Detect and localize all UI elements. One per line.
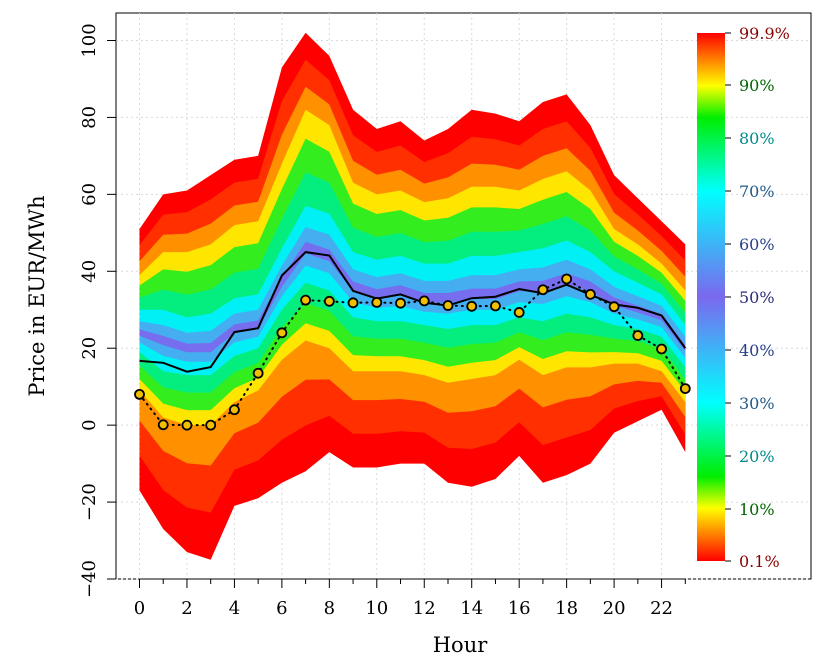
colorbar-label-2: 80%: [739, 129, 775, 148]
colorbar-label-0: 99.9%: [739, 24, 790, 43]
y-tick-label-7: 100: [79, 23, 100, 57]
data-point-20: [608, 301, 620, 313]
data-point-15: [490, 300, 501, 312]
x-tick-label-22: 22: [650, 598, 673, 619]
x-tick-label-6: 6: [276, 598, 287, 619]
x-tick-label-16: 16: [508, 598, 531, 619]
x-tick-label-2: 2: [181, 598, 192, 619]
x-tick-label-20: 20: [603, 598, 626, 619]
data-point-10: [371, 297, 383, 308]
data-point-23: [679, 383, 691, 395]
data-point-18: [561, 273, 573, 285]
colorbar-ticks: 99.9% 90% 80% 70% 60% 50% 40% 30% 20% 10% 0.1%: [725, 24, 790, 571]
quantile-fan: [139, 32, 686, 560]
data-point-2: [181, 419, 193, 431]
y-axis-title: Price in EUR/MWh: [25, 195, 49, 396]
x-tick-label-8: 8: [324, 598, 335, 619]
colorbar-label-9: 10%: [739, 500, 775, 519]
data-point-12: [418, 295, 430, 307]
data-point-5: [252, 367, 264, 379]
data-point-17: [537, 284, 549, 296]
x-axis-title: Hour: [433, 633, 488, 657]
data-point-6: [276, 327, 288, 339]
data-point-7: [300, 294, 312, 306]
data-point-22: [656, 343, 667, 355]
colorbar-label-7: 30%: [739, 394, 775, 413]
colorbar-label-8: 20%: [739, 447, 775, 466]
series-points: [134, 273, 691, 431]
data-point-0: [134, 388, 145, 400]
colorbar-label-5: 50%: [739, 288, 775, 307]
y-tick-label-0: −40: [79, 560, 100, 598]
colorbar-label-4: 60%: [739, 235, 775, 254]
fan-band-7: [139, 241, 686, 353]
colorbar-label-3: 70%: [739, 182, 775, 201]
data-point-21: [632, 330, 644, 341]
data-point-3: [205, 419, 217, 431]
x-tick-label-18: 18: [555, 598, 578, 619]
y-tick-label-2: 0: [79, 419, 100, 430]
y-tick-label-3: 20: [79, 337, 100, 360]
colorbar-label-1: 90%: [739, 76, 775, 95]
x-tick-label-0: 0: [134, 598, 145, 619]
x-tick-label-14: 14: [460, 598, 483, 619]
x-tick-label-10: 10: [365, 598, 388, 619]
colorbar-legend: 99.9% 90% 80% 70% 60% 50% 40% 30% 20% 10% 0.1%: [697, 24, 790, 571]
data-point-8: [323, 295, 335, 307]
data-point-16: [513, 307, 525, 318]
y-tick-label-4: 40: [79, 260, 100, 283]
data-point-4: [229, 404, 240, 416]
colorbar-label-10: 0.1%: [739, 552, 780, 571]
y-tick-label-1: −20: [79, 483, 100, 521]
x-tick-label-4: 4: [229, 598, 240, 619]
y-tick-label-6: 80: [79, 106, 100, 129]
data-point-14: [466, 300, 478, 312]
data-point-19: [584, 288, 596, 300]
colorbar: [697, 33, 725, 561]
y-axis: −40 −20 0 20 40 60 80 100: [79, 23, 117, 598]
data-point-9: [347, 297, 359, 309]
x-tick-label-12: 12: [413, 598, 436, 619]
data-point-11: [395, 297, 406, 309]
plot-area: [115, 12, 812, 580]
y-tick-label-5: 60: [79, 183, 100, 206]
data-point-1: [157, 419, 169, 431]
data-point-13: [442, 300, 454, 311]
colorbar-label-6: 40%: [739, 341, 775, 360]
x-axis: 0 2 4 6 8 10 12 14 16 18 20 22: [134, 578, 686, 619]
